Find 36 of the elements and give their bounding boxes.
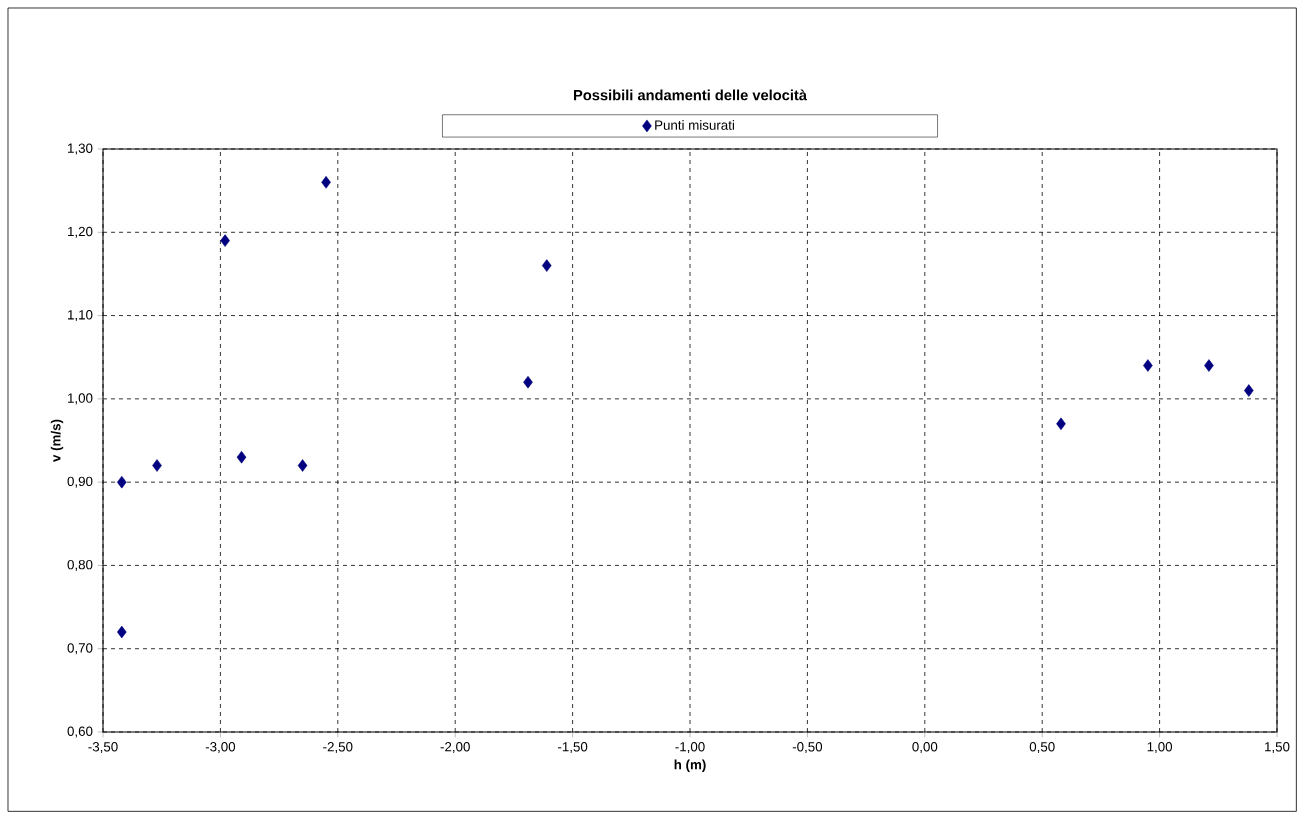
x-tick-label: 1,50 (1265, 742, 1290, 754)
y-tick-label: 0,80 (67, 559, 93, 571)
x-tick-label: 0,00 (912, 742, 938, 754)
x-tick-label: -1,50 (557, 742, 588, 754)
legend-label: Punti misurati (655, 120, 734, 130)
point (321, 176, 331, 189)
x-tick-label: -0,50 (792, 742, 823, 754)
point (117, 475, 127, 489)
x-tick-label: -3,50 (88, 742, 118, 754)
y-tick-label: 1,30 (68, 143, 93, 155)
point (152, 459, 162, 472)
point (542, 259, 552, 272)
x-tick-label: -1,00 (675, 742, 705, 754)
point (1204, 359, 1214, 372)
y-tick-label: 1,00 (68, 393, 93, 405)
point (1056, 417, 1066, 431)
x-tick-label: -3,00 (205, 742, 236, 754)
x-tick-label: -2,00 (440, 742, 470, 754)
y-tick-label: 1,20 (68, 226, 93, 238)
x-axis-title: h (m) (674, 759, 706, 772)
point (523, 375, 533, 389)
point (220, 234, 230, 247)
chart-title: Possibili andamenti delle velocità (574, 89, 807, 101)
point (1244, 384, 1254, 397)
point (1143, 359, 1153, 372)
x-tick-label: 1,00 (1147, 742, 1173, 754)
y-tick-label: 1,10 (68, 310, 93, 322)
y-tick-label: 0,60 (67, 726, 93, 738)
point (117, 625, 127, 639)
point (297, 459, 308, 472)
x-tick-label: 0,50 (1029, 742, 1055, 754)
x-tick-label: -2,50 (323, 742, 353, 754)
point (236, 450, 247, 464)
y-axis-title: v (m/s) (50, 419, 64, 462)
y-tick-label: 0,90 (67, 476, 93, 488)
y-tick-label: 0,70 (67, 643, 93, 655)
